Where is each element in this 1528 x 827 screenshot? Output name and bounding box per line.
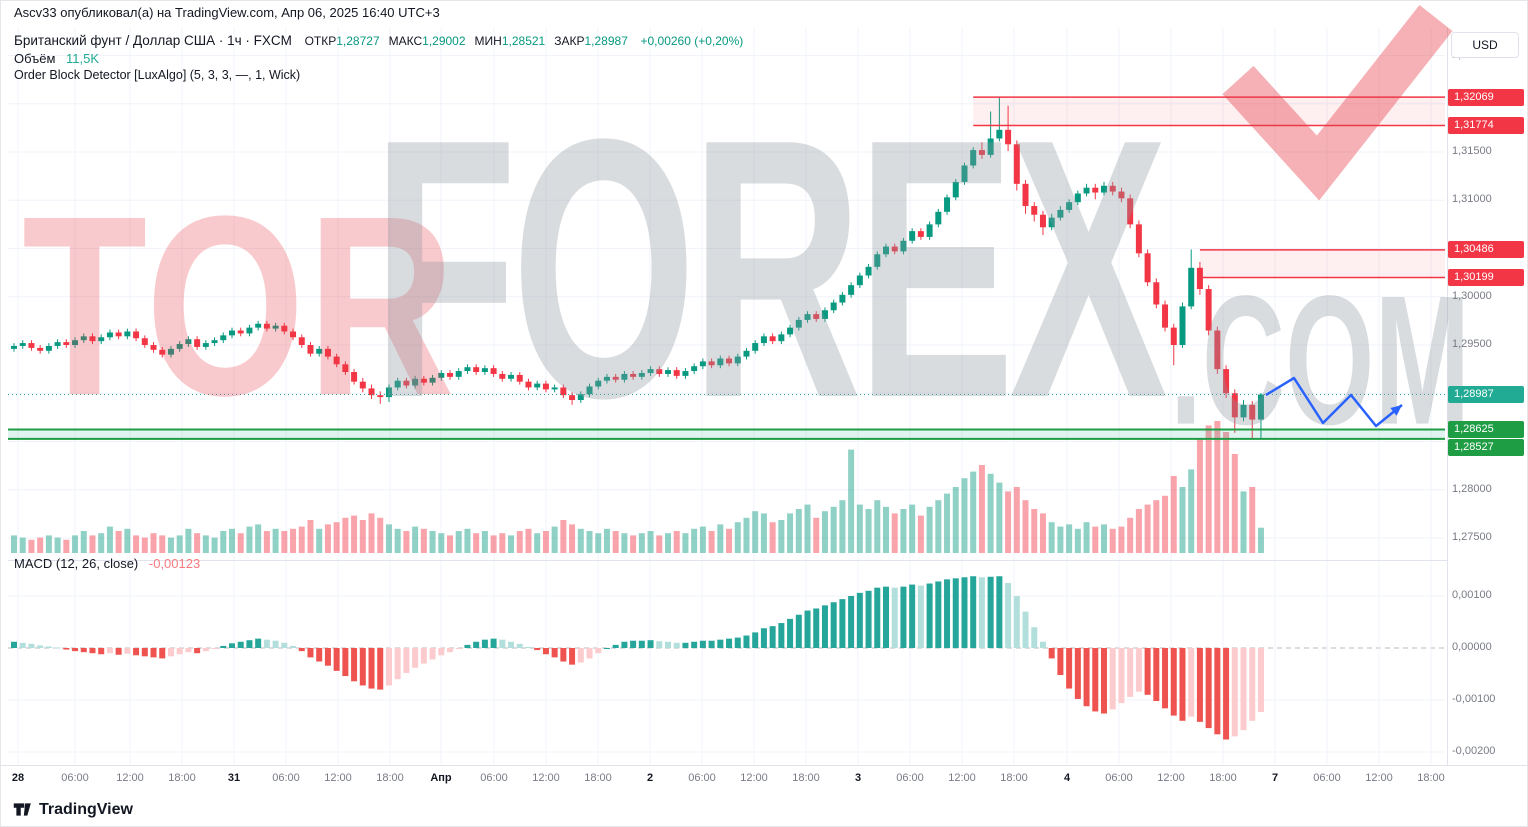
ohlc-value: 1,28727 (336, 34, 380, 48)
pane-separators (0, 28, 1528, 766)
ohlc-value: 1,28987 (584, 34, 628, 48)
byline: Ascv33 опубликовал(а) на TradingView.com… (14, 5, 440, 20)
price-tick-label: 1,29500 (1452, 338, 1492, 350)
macd-value: -0,00123 (148, 556, 201, 571)
time-label: 06:00 (688, 772, 716, 784)
time-label: 12:00 (116, 772, 144, 784)
price-tag: 1,31774 (1448, 117, 1524, 135)
currency-button[interactable]: USD (1451, 32, 1519, 58)
volume-value: 11,5K (66, 51, 100, 66)
price-tick-label: 1,30000 (1452, 289, 1492, 302)
price-tag: 1,28527 (1448, 438, 1524, 456)
ohlc-label: МИН (474, 34, 502, 48)
macd-legend-row: MACD (12, 26, close) -0,00123 (14, 556, 200, 571)
price-tag: 1,30486 (1448, 241, 1524, 259)
grid-lines (8, 28, 1445, 764)
time-label: 18:00 (584, 772, 612, 784)
time-label: 06:00 (272, 772, 300, 784)
ohlc-label: ОТКР (304, 34, 337, 48)
price-tick-label: 1,28000 (1452, 482, 1492, 495)
time-label: 12:00 (1157, 772, 1185, 784)
price-tag: 1,28625 (1448, 420, 1524, 438)
time-label: 18:00 (1417, 772, 1445, 784)
macd-tick-label: 0,00100 (1452, 589, 1492, 601)
time-label: 06:00 (896, 772, 924, 784)
tradingview-logo-icon (13, 803, 31, 816)
symbol-legend-row: Британский фунт / Доллар США · 1ч · FXCM… (14, 33, 743, 48)
price-tag: 1,30199 (1448, 269, 1524, 287)
time-label: 12:00 (948, 772, 976, 784)
macd-title[interactable]: MACD (12, 26, close) (14, 556, 139, 571)
time-label: Апр (430, 772, 452, 784)
time-label: 18:00 (792, 772, 820, 784)
volume-legend-row: Объём 11,5K (14, 51, 99, 66)
time-label: 7 (1271, 772, 1279, 784)
time-label: 18:00 (1209, 772, 1237, 784)
volume-bars (11, 421, 1264, 553)
time-label: 18:00 (1000, 772, 1028, 784)
time-label: 4 (1063, 772, 1071, 784)
time-label: 3 (854, 772, 862, 784)
time-label: 12:00 (740, 772, 768, 784)
time-label: 06:00 (61, 772, 89, 784)
price-tag: 1,28987 (1448, 386, 1524, 403)
macd-tick-label: -0,00200 (1452, 745, 1496, 757)
volume-label[interactable]: Объём (14, 51, 56, 66)
time-label: 18:00 (376, 772, 404, 784)
price-tick-label: 1,27500 (1452, 531, 1492, 543)
price-change: +0,00260 (+0,20%) (640, 34, 744, 48)
time-label: 12:00 (324, 772, 352, 784)
symbol-title[interactable]: Британский фунт / Доллар США · 1ч · FXCM (14, 33, 292, 48)
price-tag: 1,32069 (1448, 88, 1524, 106)
time-label: 18:00 (168, 772, 196, 784)
time-label: 06:00 (1105, 772, 1133, 784)
time-label: 06:00 (1313, 772, 1341, 784)
time-label: 31 (227, 772, 241, 784)
macd-histogram (11, 576, 1264, 740)
ohlc-label: ЗАКР (554, 34, 585, 48)
tradingview-attribution[interactable]: TradingView (12, 799, 133, 820)
price-tick-label: 1,31000 (1452, 193, 1492, 206)
ohlc-value: 1,29002 (422, 34, 466, 48)
time-label: 12:00 (1365, 772, 1393, 784)
macd-tick-label: 0,00000 (1452, 641, 1492, 653)
time-label: 06:00 (480, 772, 508, 784)
ohlc-value: 1,28521 (501, 34, 546, 48)
indicator-legend-row: Order Block Detector [LuxAlgo] (5, 3, 3,… (14, 68, 300, 82)
order-block-zones[interactable] (8, 96, 1445, 440)
time-label: 12:00 (532, 772, 560, 784)
time-label: 28 (11, 772, 25, 784)
price-tick-label: 1,31500 (1452, 145, 1492, 157)
time-label: 2 (646, 772, 654, 784)
tradingview-brand-text: TradingView (39, 800, 133, 818)
indicator-title[interactable]: Order Block Detector [LuxAlgo] (5, 3, 3,… (14, 68, 301, 82)
candlesticks (11, 96, 1264, 440)
macd-tick-label: -0,00100 (1452, 693, 1496, 705)
ohlc-label: МАКС (388, 34, 423, 48)
ohlc-values: ОТКР1,28727 МАКС1,29002 МИН1,28521 ЗАКР1,28… (296, 33, 628, 48)
